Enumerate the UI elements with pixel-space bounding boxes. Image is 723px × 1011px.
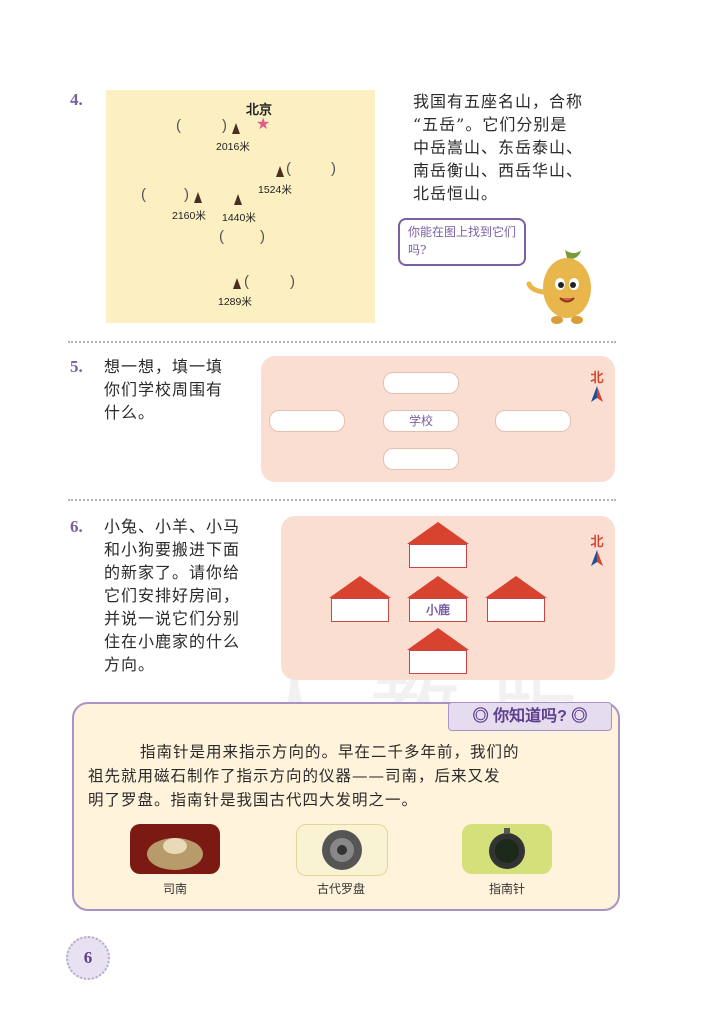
caption: 司南	[162, 882, 187, 896]
question-5-text: 想一想，填一填 你们学校周围有 什么。	[104, 357, 224, 422]
north-arrow-icon	[591, 550, 603, 566]
blank-north-left: (	[176, 117, 181, 134]
house-north[interactable]	[407, 522, 469, 568]
question-4-number: 4.	[70, 90, 83, 109]
blank-south[interactable]	[383, 448, 459, 470]
houses-panel: 小鹿 北	[281, 516, 615, 680]
blank-center-left: (	[219, 228, 224, 245]
north-label: 北	[590, 371, 604, 386]
blank-north[interactable]	[383, 372, 459, 394]
divider	[68, 499, 616, 501]
blank-west-right: )	[184, 186, 189, 203]
school-label: 学校	[408, 414, 433, 428]
mountain-icon	[234, 194, 242, 205]
blank-west-left: (	[141, 186, 146, 203]
house-east[interactable]	[485, 576, 547, 622]
north-label: 北	[590, 535, 604, 550]
did-you-know-title: ◎ 你知道吗? ◎	[448, 702, 612, 731]
blank-east-left: (	[286, 160, 291, 177]
blank-south-right: )	[290, 273, 295, 290]
sinan-photo	[130, 824, 220, 874]
potato-mascot-icon	[526, 250, 591, 324]
question-6-number: 6.	[70, 517, 83, 536]
height-label: 1524米	[258, 184, 292, 196]
mountain-icon	[276, 166, 284, 177]
mountain-icon	[194, 192, 202, 203]
height-label: 2160米	[172, 210, 206, 222]
ancient-compass-photo	[296, 824, 388, 876]
question-6-text: 小兔、小羊、小马 和小狗要搬进下面 的新家了。请你给 它们安排好房间， 并说一说…	[104, 517, 241, 674]
caption: 指南针	[488, 882, 525, 896]
blank-north-right: )	[222, 117, 227, 134]
school-label-box: 学校	[383, 410, 459, 432]
height-label: 2016米	[216, 141, 250, 153]
did-you-know-text: 指南针是用来指示方向的。早在二千多年前，我们的 祖先就用磁石制作了指示方向的仪器…	[88, 743, 520, 809]
mountain-icon	[233, 278, 241, 289]
house-center: 小鹿	[407, 576, 469, 622]
question-5-number: 5.	[70, 357, 83, 376]
compass-photo	[462, 824, 552, 874]
blank-east[interactable]	[495, 410, 571, 432]
house-west[interactable]	[329, 576, 391, 622]
blank-center-right: )	[260, 228, 265, 245]
blank-south-left: (	[244, 273, 249, 290]
speech-bubble: 你能在图上找到它们吗?	[398, 218, 526, 266]
capital-star-icon: ★	[256, 114, 271, 133]
capital-label: 北京	[246, 103, 273, 118]
mountain-icon	[232, 123, 240, 134]
north-indicator: 北	[587, 372, 607, 406]
divider	[68, 341, 616, 343]
caption: 古代罗盘	[316, 882, 365, 896]
school-surroundings-panel: 学校 北	[261, 356, 615, 482]
blank-east-right: )	[331, 160, 336, 177]
question-4-text: 我国有五座名山，合称 “五岳”。它们分别是 中岳嵩山、东岳泰山、 南岳衡山、西岳…	[413, 92, 584, 203]
did-you-know-box: ◎ 你知道吗? ◎ 指南针是用来指示方向的。早在二千多年前，我们的 祖先就用磁石…	[72, 702, 620, 911]
five-mountains-map: 北京 ★ ( ) 2016米 ( ) 1524米 ( ) 2160米 1440米…	[106, 90, 375, 323]
blank-west[interactable]	[269, 410, 345, 432]
height-label: 1440米	[222, 212, 256, 224]
center-house-label: 小鹿	[425, 603, 450, 617]
house-south[interactable]	[407, 628, 469, 674]
north-indicator: 北	[587, 536, 607, 570]
page-number: 6	[66, 936, 110, 980]
north-arrow-icon	[591, 386, 603, 402]
height-label: 1289米	[218, 296, 252, 308]
